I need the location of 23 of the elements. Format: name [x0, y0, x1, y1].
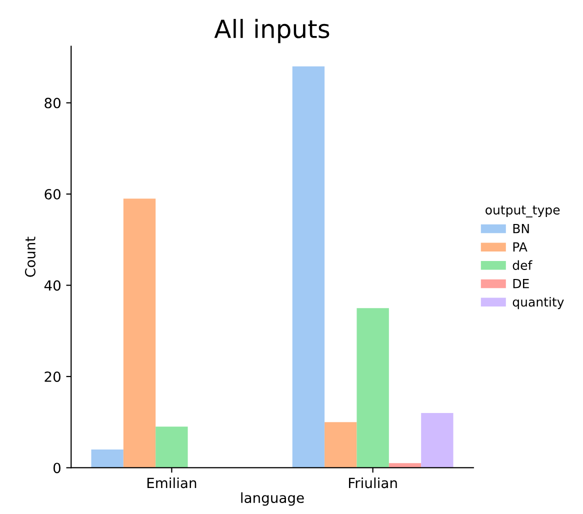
x-tick-label: Friulian [349, 477, 397, 488]
legend-title: output_type [486, 206, 560, 218]
bar [91, 449, 124, 468]
y-tick-label: 40 [44, 280, 60, 291]
legend-label: quantity [512, 296, 564, 310]
x-axis-title: language [241, 492, 304, 506]
x-tick-label: Emilian [147, 477, 196, 488]
chart-title: All inputs [214, 18, 330, 44]
y-tick-label: 20 [44, 371, 60, 382]
bar [156, 426, 188, 468]
bar [123, 198, 156, 468]
bar [324, 422, 357, 468]
bar [421, 413, 454, 468]
legend-label: PA [513, 242, 528, 252]
y-axis-title: Count [24, 236, 36, 277]
legend-label: BN [513, 224, 529, 234]
legend-label: def [512, 260, 532, 270]
bar [292, 66, 325, 468]
legend-label: DE [513, 279, 529, 288]
y-tick-label: 80 [44, 98, 60, 108]
y-tick-label: 60 [44, 189, 60, 200]
bar [356, 308, 389, 468]
y-tick-label: 0 [53, 462, 60, 474]
